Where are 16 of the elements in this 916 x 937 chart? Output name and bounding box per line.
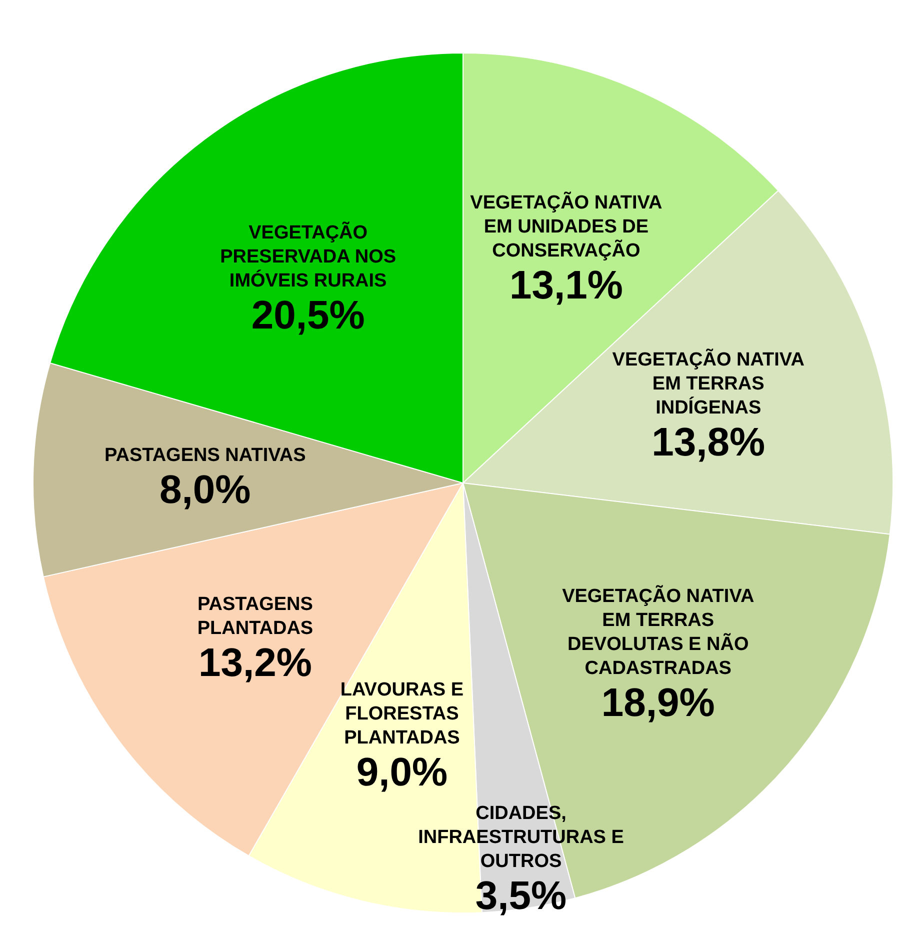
data-label: 13,1% bbox=[509, 264, 623, 308]
slice-label: VEGETAÇÃO NATIVA EM UNIDADES DE CONSERVAÇÃO bbox=[470, 192, 663, 262]
data-label: 13,2% bbox=[198, 640, 312, 685]
data-label: 18,9% bbox=[601, 680, 715, 725]
slice-label: VEGETAÇÃO PRESERVADA NOS IMÓVEIS RURAIS bbox=[220, 222, 396, 292]
slice-label: VEGETAÇÃO NATIVA EM TERRAS INDÍGENAS bbox=[612, 348, 805, 418]
data-label: 3,5% bbox=[475, 874, 567, 918]
slice-label: LAVOURAS E FLORESTAS PLANTADAS bbox=[340, 680, 464, 749]
data-label: 8,0% bbox=[160, 468, 251, 512]
data-label: 9,0% bbox=[356, 750, 448, 795]
slice-label: PASTAGENS PLANTADAS bbox=[197, 594, 314, 639]
slice-label: CIDADES, INFRAESTRUTURAS E OUTROS bbox=[418, 802, 624, 872]
data-label: 13,8% bbox=[652, 420, 766, 464]
slice-label: PASTAGENS NATIVAS bbox=[104, 444, 306, 466]
data-label: 20,5% bbox=[251, 294, 365, 338]
slice-label: VEGETAÇÃO NATIVA EM TERRAS DEVOLUTAS E NÃO CADASTRADAS bbox=[562, 584, 754, 679]
